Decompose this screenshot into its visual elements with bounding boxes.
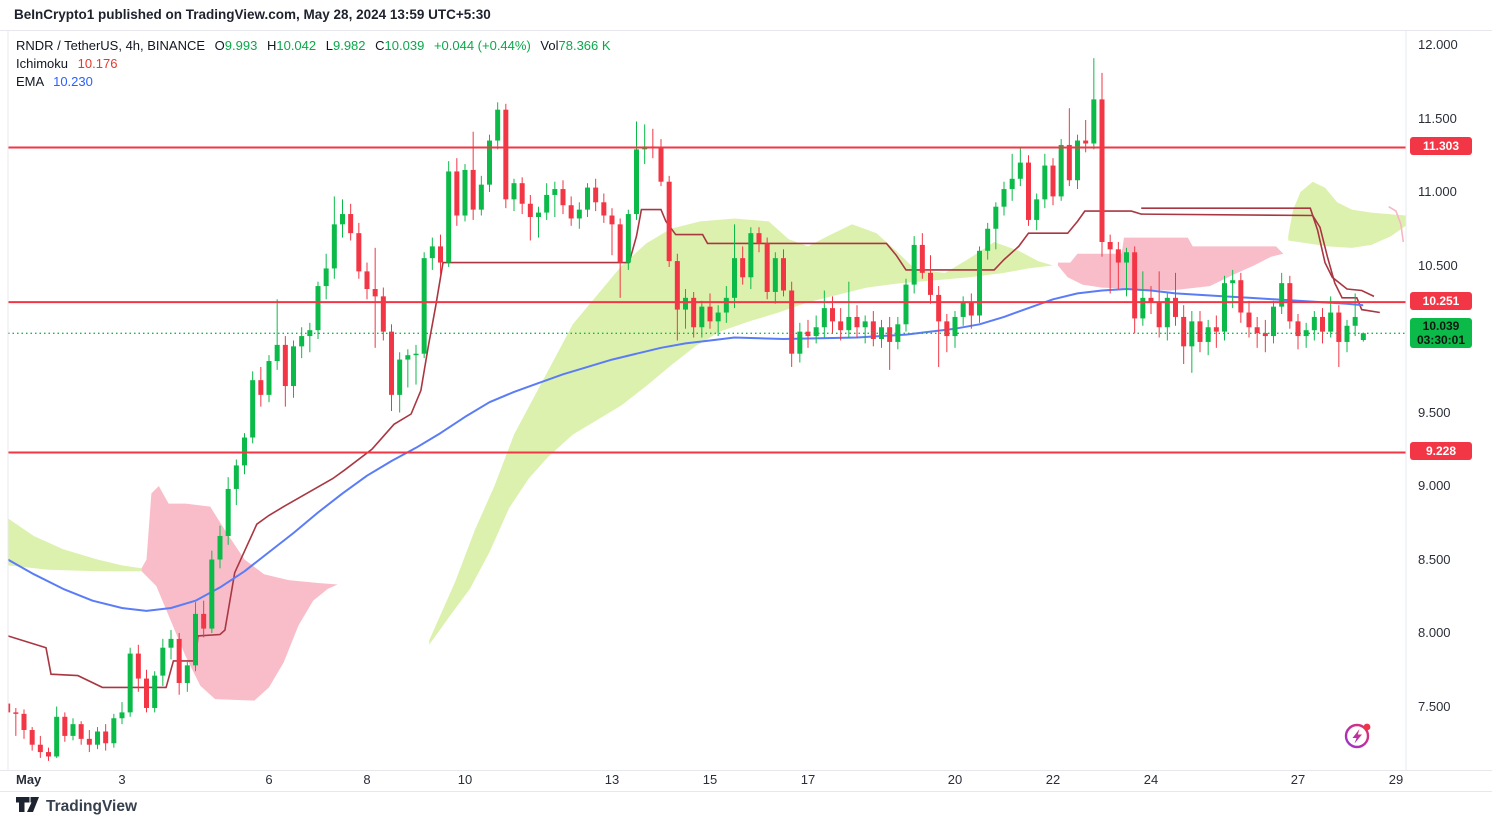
symbol-title: RNDR / TetherUS, 4h, BINANCE	[16, 38, 206, 53]
time-label-may: May	[16, 772, 42, 787]
close-label: C	[375, 38, 385, 53]
legend-ema-row: EMA 10.230	[16, 73, 611, 90]
low-value: 9.982	[332, 38, 366, 53]
high-label: H	[266, 38, 277, 53]
footer-divider	[0, 791, 1492, 792]
flash-lightning-icon	[1344, 723, 1371, 749]
future-cloud-edge	[1388, 206, 1405, 243]
time-axis-divider	[0, 770, 1492, 771]
bar-countdown: 03:30:01	[1416, 333, 1466, 348]
ema-line	[8, 288, 1364, 612]
support-price-tag: 9.228	[1410, 442, 1472, 461]
plot-area[interactable]	[5, 58, 1406, 761]
volume-value: 78.366 K	[558, 38, 611, 53]
resistance-price-tag: 10.251	[1410, 292, 1472, 311]
volume-label: Vol	[540, 38, 559, 53]
time-label-27: 27	[1290, 772, 1306, 787]
tradingview-logo[interactable]: TradingView	[16, 797, 137, 817]
price-label-11.500: 11.500	[1418, 110, 1457, 126]
price-label-10.500: 10.500	[1418, 257, 1458, 273]
time-label-24: 24	[1143, 772, 1159, 787]
current-price-tag: 10.039 03:30:01	[1410, 318, 1472, 349]
publish-attribution: BeInCrypto1 published on TradingView.com…	[14, 7, 491, 22]
open-label: O	[214, 38, 225, 53]
close-value: 10.039	[384, 38, 425, 53]
price-label-8.000: 8.000	[1418, 625, 1451, 640]
left-green-cloud	[8, 518, 142, 572]
tradingview-logo-text: TradingView	[46, 798, 138, 815]
open-value: 9.993	[224, 38, 258, 53]
chart-legend: RNDR / TetherUS, 4h, BINANCE O9.993 H10.…	[16, 37, 611, 91]
low-label: L	[325, 38, 333, 53]
price-label-11.000: 11.000	[1418, 184, 1457, 199]
header-divider	[0, 30, 1492, 31]
ichimoku-label: Ichimoku	[16, 56, 69, 71]
ema-value: 10.230	[53, 74, 93, 89]
mid-green-cloud	[429, 218, 1053, 645]
time-label-20: 20	[947, 772, 963, 787]
ema-label: EMA	[16, 74, 44, 89]
change-value: +0.044 (+0.44%)	[433, 38, 531, 53]
legend-symbol-row: RNDR / TetherUS, 4h, BINANCE O9.993 H10.…	[16, 37, 611, 54]
legend-ichimoku-row: Ichimoku 10.176	[16, 55, 611, 72]
time-label-13: 13	[604, 772, 620, 787]
candles-group	[8, 58, 1366, 761]
current-price-value: 10.039	[1422, 319, 1460, 334]
time-label-8: 8	[363, 772, 371, 787]
ichimoku-value: 10.176	[77, 56, 118, 71]
price-label-9.000: 9.000	[1418, 478, 1451, 493]
price-label-8.500: 8.500	[1418, 551, 1451, 567]
tradingview-logo-icon	[16, 797, 39, 817]
time-label-29: 29	[1388, 772, 1404, 787]
right-pink-cloud	[1057, 237, 1284, 291]
ichimoku-line-0	[8, 208, 1380, 689]
resistance-price-tag: 11.303	[1410, 137, 1472, 156]
time-label-22: 22	[1045, 772, 1061, 787]
flash-boost-button[interactable]	[1342, 719, 1374, 751]
price-label-9.500: 9.500	[1418, 404, 1451, 420]
high-value: 10.042	[276, 38, 317, 53]
price-label-7.500: 7.500	[1418, 698, 1451, 714]
time-label-10: 10	[457, 772, 473, 787]
time-label-6: 6	[265, 772, 273, 787]
left-pink-cloud	[141, 486, 338, 701]
ichimoku-line-1	[1141, 207, 1375, 298]
time-label-17: 17	[800, 772, 816, 787]
time-label-15: 15	[702, 772, 718, 787]
time-label-3: 3	[118, 772, 126, 787]
price-label-12.000: 12.000	[1418, 37, 1458, 52]
